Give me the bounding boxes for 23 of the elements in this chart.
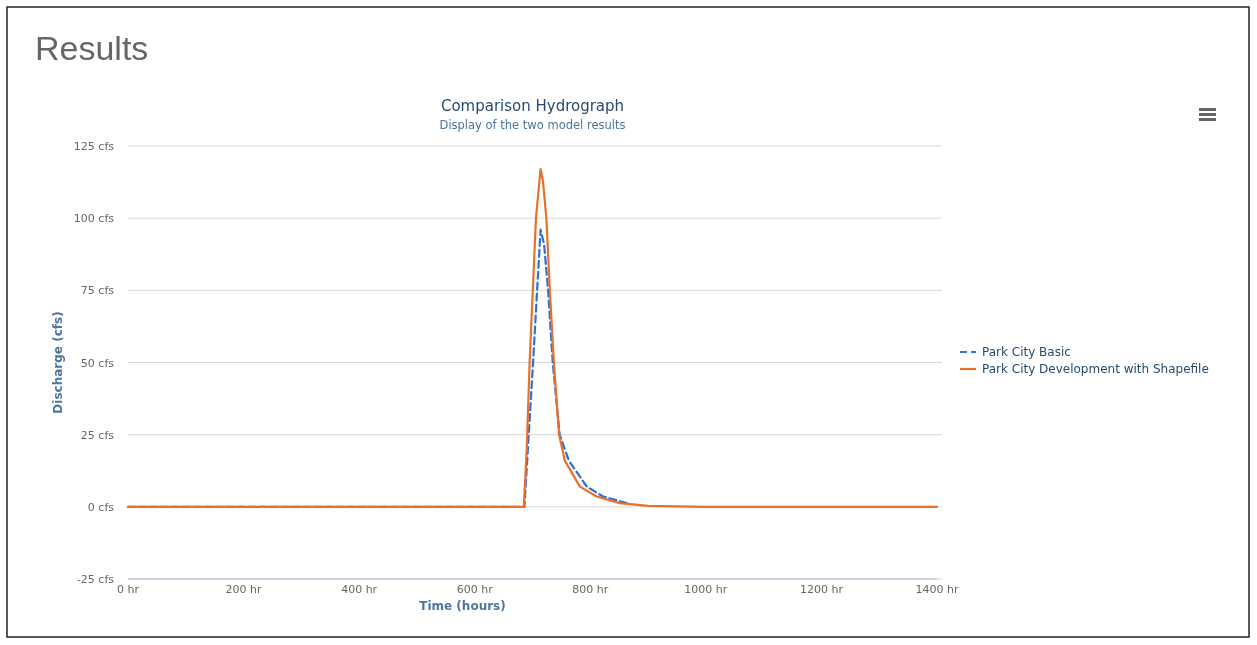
x-tick-label: 400 hr xyxy=(341,583,378,596)
x-tick-label: 800 hr xyxy=(572,583,609,596)
y-tick-label: 25 cfs xyxy=(80,428,115,442)
y-tick-label: 125 cfs xyxy=(73,140,115,153)
legend-label: Park City Basic xyxy=(982,345,1071,359)
y-tick-label: -25 cfs xyxy=(76,573,115,586)
x-tick-label: 0 hr xyxy=(117,583,140,596)
text: Results xyxy=(35,29,149,67)
x-tick-label: 1200 hr xyxy=(799,583,844,596)
x-axis-title: Time (hours) xyxy=(419,599,506,613)
y-tick-label: 0 cfs xyxy=(87,500,115,514)
y-tick-label: 75 cfs xyxy=(80,284,115,298)
y-tick-label: 50 cfs xyxy=(80,356,115,370)
line-series xyxy=(126,167,939,508)
legend-label: Park City Development with Shapefile xyxy=(982,362,1209,376)
x-tick-label: 600 hr xyxy=(456,583,494,596)
x-tick-label: 200 hr xyxy=(225,583,263,596)
x-tick-label: 1000 hr xyxy=(684,583,728,596)
y-tick-label: 100 cfs xyxy=(73,212,115,226)
chart-title: Comparison Hydrograph xyxy=(440,97,625,115)
chart-subtitle: Display of the two model results xyxy=(439,118,626,132)
y-axis-title: Discharge (cfs) xyxy=(51,311,65,414)
x-tick-label: 1400 hr xyxy=(915,583,959,596)
